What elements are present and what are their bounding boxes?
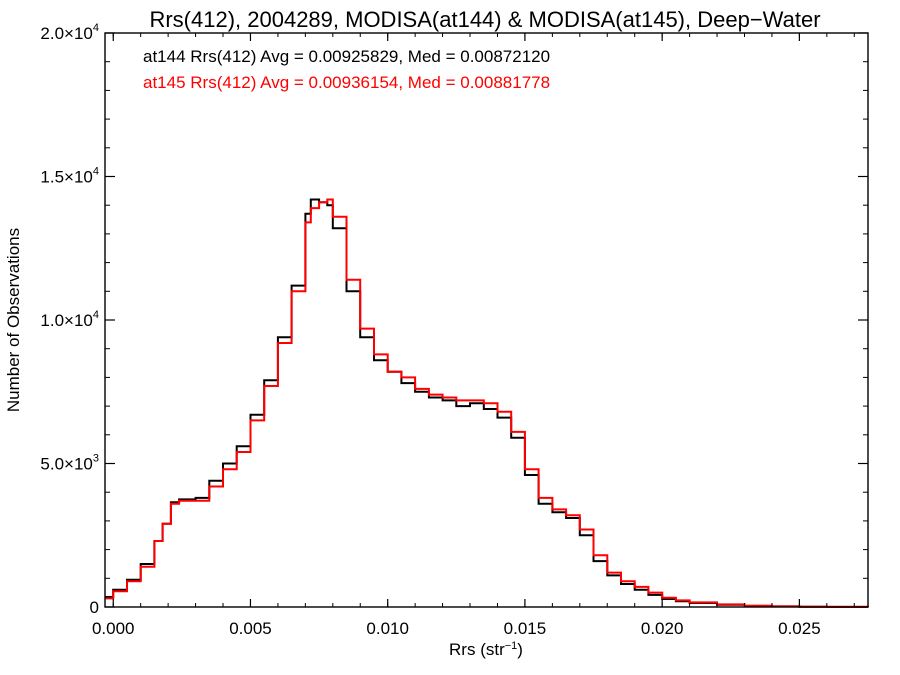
x-tick-label: 0.020 bbox=[641, 619, 684, 638]
x-tick-label: 0.000 bbox=[92, 619, 135, 638]
y-tick-label: 1.0×104 bbox=[40, 309, 99, 330]
x-axis-label: Rrs (str−1) bbox=[449, 640, 523, 659]
x-tick-label: 0.010 bbox=[366, 619, 409, 638]
x-tick-label: 0.025 bbox=[778, 619, 821, 638]
y-tick-label: 2.0×104 bbox=[40, 22, 99, 43]
x-tick-label: 0.015 bbox=[504, 619, 547, 638]
y-axis: 0 5.0×103 1.0×104 1.5×104 2.0×104 bbox=[40, 22, 868, 617]
annotation-group: at144 Rrs(412) Avg = 0.00925829, Med = 0… bbox=[143, 47, 550, 92]
stats-annotation: at144 Rrs(412) Avg = 0.00925829, Med = 0… bbox=[143, 47, 550, 66]
y-tick-label: 5.0×103 bbox=[40, 453, 99, 474]
stats-annotation: at145 Rrs(412) Avg = 0.00936154, Med = 0… bbox=[143, 73, 550, 92]
x-tick-label: 0.005 bbox=[229, 619, 272, 638]
y-tick-label: 1.5×104 bbox=[40, 166, 99, 187]
series-layer bbox=[105, 198, 869, 608]
y-axis-label: Number of Observations bbox=[4, 228, 23, 412]
y-tick-label: 0 bbox=[90, 598, 99, 617]
series-line-at145 bbox=[105, 198, 869, 608]
chart-title: Rrs(412), 2004289, MODISA(at144) & MODIS… bbox=[149, 7, 820, 32]
plot-frame bbox=[104, 32, 869, 608]
x-axis: 0.000 0.005 0.010 0.015 0.020 0.025 bbox=[92, 33, 855, 638]
